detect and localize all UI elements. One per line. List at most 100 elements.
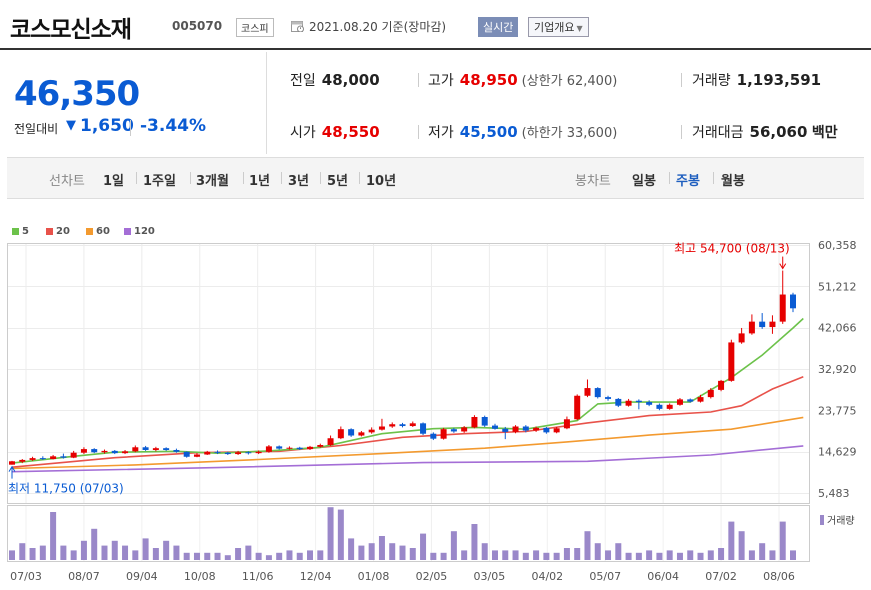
stock-name: 코스모신소재 [10, 17, 132, 43]
volume-bar [430, 552, 437, 560]
candle-body [635, 400, 642, 403]
period-1y[interactable]: 1년 [249, 174, 271, 189]
ma-legend-60: 60 [86, 226, 110, 237]
line-chart-label: 선차트 [49, 174, 85, 189]
cell-divider [418, 125, 419, 139]
period-1w[interactable]: 1주일 [143, 174, 176, 189]
candle-weekly[interactable]: 주봉 [676, 174, 700, 189]
current-price: 46,350 [14, 74, 140, 114]
candle-body [594, 388, 601, 398]
volume-legend-swatch [820, 515, 824, 525]
min-arrow-icon [8, 465, 16, 472]
volume-bar [348, 538, 355, 560]
volume-bar [19, 543, 26, 560]
ma-legend-120: 120 [124, 226, 155, 237]
candle-body [224, 452, 231, 455]
x-tick-label: 01/08 [358, 570, 390, 583]
period-1d[interactable]: 1일 [103, 174, 125, 189]
candle-body [389, 424, 396, 427]
high-price: 고가 48,950 (상한가 62,400) [428, 70, 617, 90]
candle-body [440, 429, 447, 439]
volume-bar [101, 545, 108, 560]
candle-body [584, 388, 591, 396]
header-divider [0, 48, 871, 50]
volume-bar [111, 540, 118, 560]
legend-label: 60 [96, 226, 110, 237]
candle-body [728, 342, 735, 381]
amount-value: 56,060 [749, 123, 808, 141]
candle-body [245, 452, 252, 454]
volume-bar [358, 545, 365, 560]
upper-limit: (상한가 62,400) [521, 74, 618, 89]
candle-body [204, 451, 211, 455]
volume-bar [790, 550, 796, 560]
ma60-line [11, 416, 804, 470]
y-tick-label: 51,212 [818, 280, 857, 293]
volume-bar [327, 507, 334, 560]
candle-body [132, 447, 139, 452]
candle-monthly[interactable]: 월봉 [721, 174, 745, 189]
volume-bar [389, 543, 396, 560]
company-overview-label: 기업개요 [534, 21, 575, 34]
volume-bar [296, 552, 303, 560]
candle-body [337, 429, 344, 439]
volume-bar [378, 536, 385, 560]
x-tick-label: 02/05 [416, 570, 448, 583]
volume-bar [728, 521, 735, 560]
volume-bar [122, 545, 129, 560]
candle-body [101, 450, 108, 453]
low-price: 저가 45,500 (하한가 33,600) [428, 122, 617, 142]
legend-label: 120 [134, 226, 155, 237]
company-overview-dropdown[interactable]: 기업개요 ▼ [528, 17, 589, 37]
candle-body [348, 429, 355, 436]
candle-body [409, 423, 416, 427]
candle-body [471, 416, 478, 428]
candle-body [738, 333, 745, 343]
candle-body [39, 458, 46, 460]
candle-body [779, 294, 786, 322]
quote-date: 2021.08.20 기준(장마감) [309, 20, 447, 34]
volume-bar [50, 512, 57, 560]
prev-close-label: 전일 [290, 73, 316, 89]
candle-body [80, 449, 87, 453]
volume-bar [615, 543, 622, 560]
legend-label: 5 [22, 226, 29, 237]
amount-unit: 백만 [811, 125, 838, 141]
candle-body [420, 423, 427, 434]
trade-amount: 거래대금 56,060 백만 [692, 122, 838, 142]
candle-body [790, 294, 796, 309]
period-divider [359, 172, 360, 184]
legend-label: 20 [56, 226, 70, 237]
candle-body [512, 426, 519, 432]
x-tick-label: 09/04 [126, 570, 158, 583]
cell-divider [418, 73, 419, 87]
volume-bar [656, 552, 663, 560]
candle-body [142, 447, 149, 450]
volume-bar [543, 552, 550, 560]
legend-swatch [124, 227, 131, 235]
calendar-icon [291, 21, 304, 32]
x-tick-label: 05/07 [589, 570, 621, 583]
volume-bar [265, 555, 272, 560]
candle-body [676, 399, 683, 405]
period-10y[interactable]: 10년 [366, 174, 397, 189]
volume-bar [687, 550, 694, 560]
high-label: 고가 [428, 73, 454, 89]
period-3y[interactable]: 3년 [288, 174, 310, 189]
volume-bar [255, 552, 262, 560]
period-divider [281, 172, 282, 184]
period-5y[interactable]: 5년 [327, 174, 349, 189]
volume: 거래량 1,193,591 [692, 70, 821, 90]
candle-body [265, 446, 272, 452]
candle-daily[interactable]: 일봉 [632, 174, 656, 189]
realtime-button[interactable]: 실시간 [478, 17, 519, 37]
x-tick-label: 04/02 [531, 570, 563, 583]
period-divider [136, 172, 137, 184]
legend-swatch [86, 227, 93, 235]
volume-bar [224, 555, 231, 560]
candle-body [173, 449, 180, 452]
volume-bar [142, 538, 149, 560]
period-3m[interactable]: 3개월 [196, 174, 229, 189]
candle-body [605, 397, 612, 399]
